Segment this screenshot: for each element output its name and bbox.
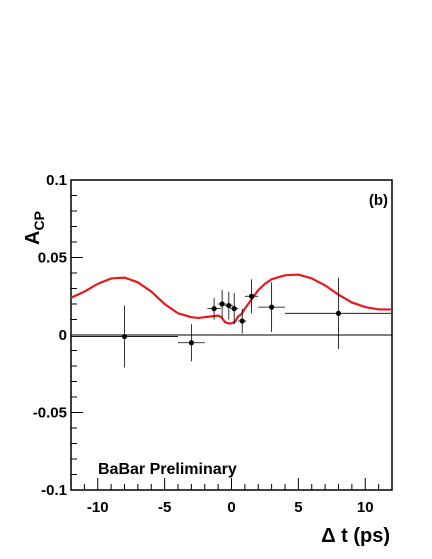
axis-ticks bbox=[70, 179, 393, 491]
y-tick-label: 0.1 bbox=[46, 172, 67, 189]
point-marker bbox=[219, 301, 225, 307]
y-axis-title-main: A bbox=[22, 231, 44, 245]
x-tick-label: 5 bbox=[294, 499, 302, 516]
data-point bbox=[244, 279, 259, 314]
point-marker bbox=[335, 310, 342, 316]
y-tick-label: -0.1 bbox=[41, 482, 67, 499]
point-marker bbox=[188, 340, 194, 346]
point-marker bbox=[211, 306, 217, 312]
data-point bbox=[258, 282, 285, 332]
x-axis-title: Δ t (ps) bbox=[321, 525, 390, 547]
point-marker bbox=[248, 293, 255, 299]
y-axis-title-sub: CP bbox=[31, 211, 47, 230]
point-marker bbox=[269, 304, 275, 310]
data-points bbox=[71, 277, 392, 368]
y-tick-label: 0.05 bbox=[38, 250, 67, 267]
x-tick-label: 0 bbox=[227, 499, 235, 516]
data-point bbox=[207, 297, 221, 320]
data-point bbox=[285, 277, 392, 349]
point-marker bbox=[121, 333, 128, 340]
data-point bbox=[218, 290, 227, 318]
data-point bbox=[230, 293, 239, 325]
data-point bbox=[71, 305, 178, 368]
point-marker bbox=[231, 306, 237, 312]
x-tick-label: -5 bbox=[158, 499, 171, 516]
data-point bbox=[238, 308, 247, 334]
fit-curve bbox=[70, 273, 392, 325]
data-point bbox=[224, 291, 233, 320]
y-tick-label: 0 bbox=[59, 327, 67, 344]
x-tick-label: -10 bbox=[87, 499, 109, 516]
x-tick-label: 10 bbox=[357, 499, 374, 516]
point-marker bbox=[239, 318, 245, 324]
babar-preliminary-label: BaBar Preliminary bbox=[98, 461, 237, 478]
data-point bbox=[178, 324, 205, 362]
point-marker bbox=[226, 302, 232, 309]
panel-label: (b) bbox=[369, 192, 388, 209]
y-tick-label: -0.05 bbox=[33, 405, 67, 422]
tick-labels: -10 -5 0 5 10 -0.1 -0.05 0 0.05 0.1 bbox=[33, 172, 374, 516]
y-axis-title: ACP bbox=[22, 211, 47, 245]
